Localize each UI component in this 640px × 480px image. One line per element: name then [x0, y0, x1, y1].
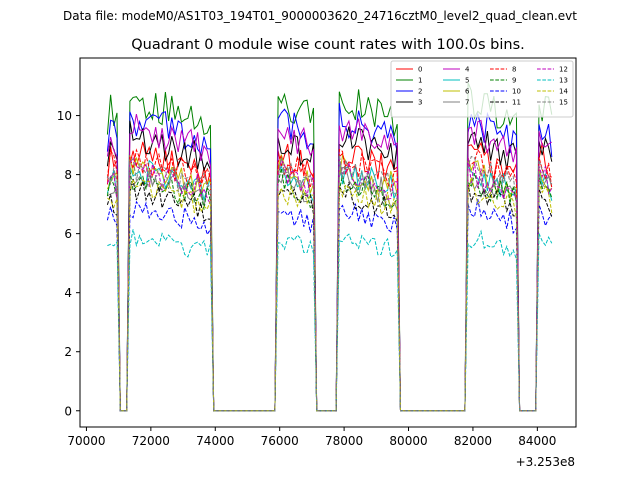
legend-label-8: 8 [512, 66, 516, 74]
legend-label-7: 7 [465, 99, 469, 107]
legend-label-4: 4 [465, 66, 470, 74]
legend-label-1: 1 [418, 77, 422, 85]
x-tick-label: 78000 [325, 434, 363, 448]
x-axis: 70000 72000 74000 76000 78000 80000 82000 84000 [67, 427, 556, 448]
axes-frame [79, 57, 577, 428]
legend-label-2: 2 [418, 88, 422, 96]
x-tick-label: 72000 [132, 434, 170, 448]
legend-label-3: 3 [418, 99, 422, 107]
legend-box [390, 60, 574, 118]
y-tick-label: 0 [64, 404, 72, 418]
plot-area: 70000 72000 74000 76000 78000 80000 82000 84000… [57, 57, 577, 469]
x-tick-label: 82000 [454, 434, 492, 448]
legend-label-14: 14 [559, 88, 568, 96]
legend-label-9: 9 [512, 77, 516, 85]
y-tick-label: 6 [64, 227, 72, 241]
y-tick-label: 4 [64, 286, 72, 300]
x-tick-label: 84000 [518, 434, 556, 448]
legend-label-10: 10 [512, 88, 521, 96]
legend-label-15: 15 [559, 99, 568, 107]
x-offset-text: +3.253e8 [516, 455, 575, 469]
y-tick-label: 2 [64, 345, 72, 359]
series-line-15 [106, 155, 553, 412]
y-tick-label: 10 [57, 109, 72, 123]
y-tick-label: 8 [64, 168, 72, 182]
legend-label-0: 0 [418, 66, 422, 74]
chart-title: Quadrant 0 module wise count rates with … [131, 37, 525, 53]
series-line-13 [107, 229, 553, 412]
x-tick-label: 76000 [261, 434, 299, 448]
legend-label-6: 6 [465, 88, 470, 96]
x-tick-label: 80000 [389, 434, 427, 448]
series-layer [106, 82, 553, 412]
legend-label-5: 5 [465, 77, 469, 85]
legend-label-11: 11 [512, 99, 521, 107]
legend-label-13: 13 [559, 77, 568, 85]
x-tick-label: 74000 [196, 434, 234, 448]
y-axis: 0 2 4 6 8 10 [57, 109, 80, 418]
legend-label-12: 12 [559, 66, 568, 74]
figure-suptitle: Data file: modeM0/AS1T03_194T01_90000036… [63, 9, 577, 23]
x-tick-label: 70000 [67, 434, 105, 448]
